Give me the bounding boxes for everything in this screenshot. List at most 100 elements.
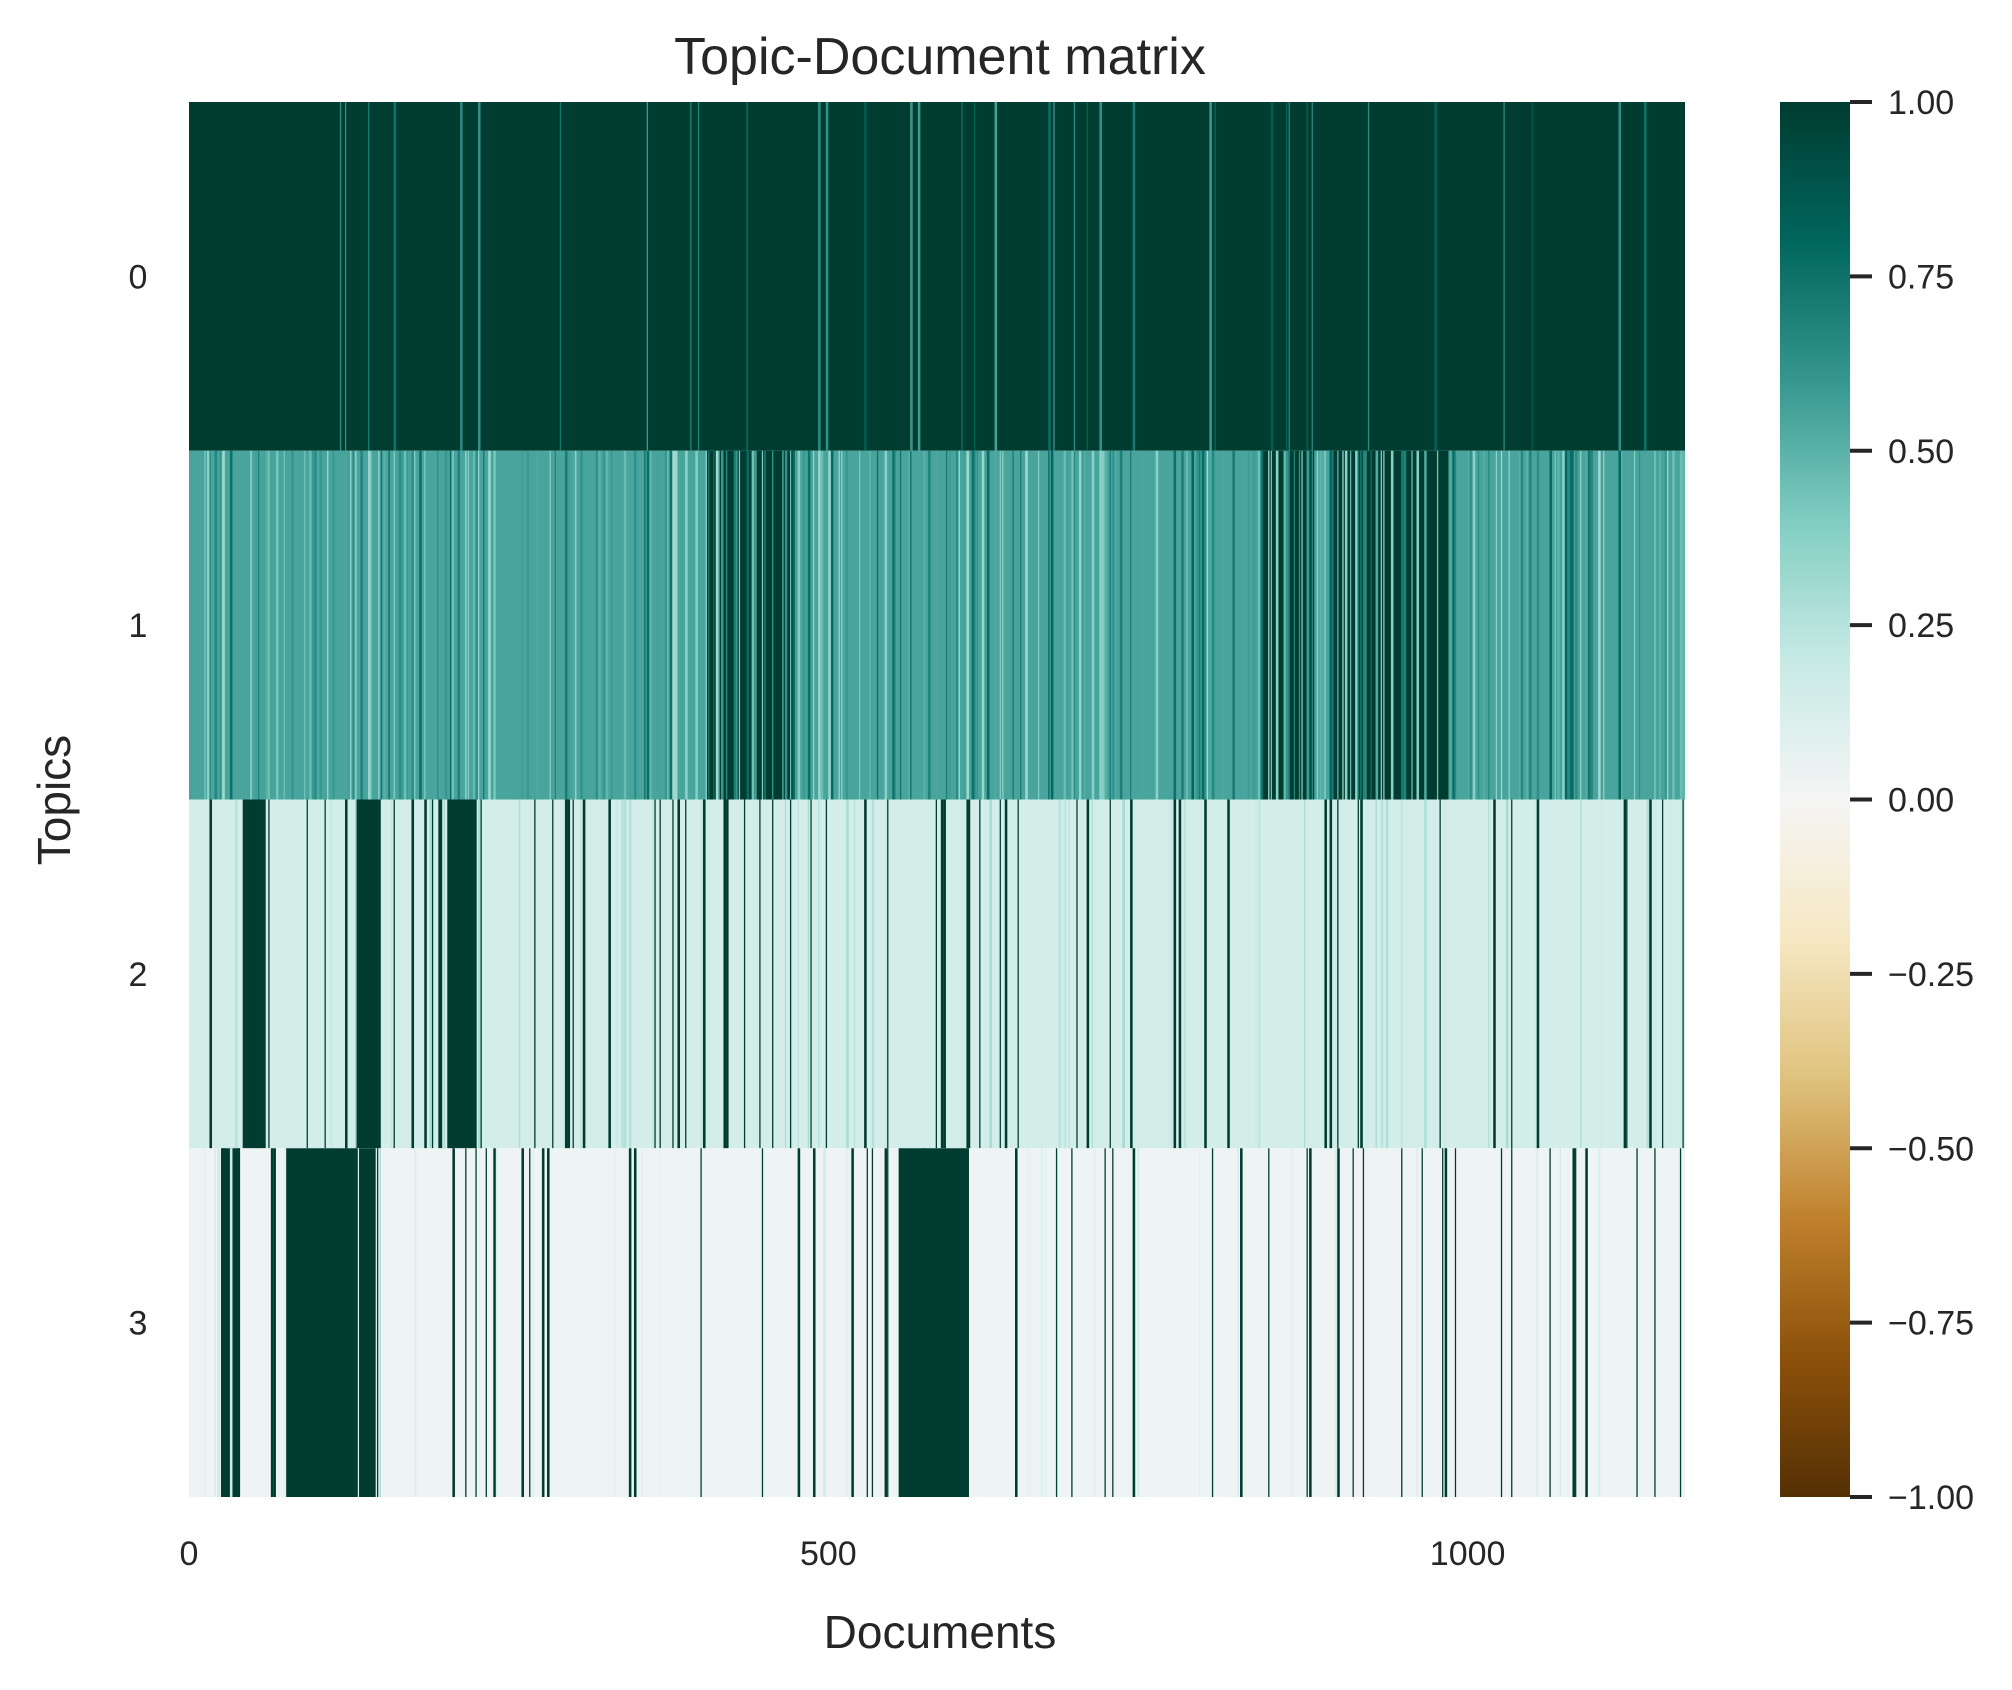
heatmap-stripe bbox=[275, 450, 279, 800]
heatmap-stripe bbox=[1306, 102, 1308, 451]
heatmap-stripe bbox=[644, 450, 646, 800]
heatmap-stripe bbox=[472, 450, 476, 800]
heatmap-stripe bbox=[784, 450, 788, 800]
heatmap-stripe bbox=[1002, 450, 1004, 800]
heatmap-stripe bbox=[521, 1148, 525, 1497]
heatmap-stripe bbox=[1472, 450, 1476, 800]
heatmap-stripe bbox=[1488, 450, 1490, 800]
heatmap-stripe bbox=[1362, 1148, 1365, 1497]
heatmap-stripe bbox=[529, 1148, 531, 1497]
heatmap-stripe bbox=[495, 1148, 498, 1497]
heatmap-stripe bbox=[240, 1148, 242, 1497]
heatmap-stripe bbox=[1534, 799, 1537, 1149]
heatmap-stripe bbox=[994, 450, 996, 800]
heatmap-stripe bbox=[214, 450, 218, 800]
heatmap-stripe bbox=[493, 450, 496, 800]
heatmap-stripe bbox=[368, 102, 370, 451]
heatmap-stripe bbox=[1237, 1148, 1239, 1497]
heatmap-stripe bbox=[1436, 450, 1439, 800]
heatmap-stripe bbox=[1017, 799, 1019, 1149]
heatmap-stripe bbox=[715, 450, 719, 800]
heatmap-stripe bbox=[598, 450, 601, 800]
heatmap-stripe bbox=[754, 450, 757, 800]
heatmap-stripe bbox=[1385, 799, 1389, 1149]
heatmap-stripe bbox=[989, 799, 992, 1149]
heatmap-stripe bbox=[1114, 450, 1117, 800]
colorbar-tick-label: −0.50 bbox=[1888, 1130, 1974, 1168]
heatmap-stripe bbox=[1467, 450, 1469, 800]
heatmap-stripe bbox=[782, 450, 784, 800]
heatmap-stripe bbox=[580, 799, 583, 1149]
heatmap-stripe bbox=[1058, 799, 1062, 1149]
heatmap-stripe bbox=[1063, 450, 1067, 800]
heatmap-stripe bbox=[853, 799, 856, 1149]
heatmap-stripe bbox=[1201, 450, 1205, 800]
heatmap-stripe bbox=[309, 450, 312, 800]
heatmap-stripe bbox=[1536, 1148, 1538, 1497]
heatmap-stripe bbox=[1071, 450, 1074, 800]
heatmap-stripe bbox=[623, 799, 627, 1149]
heatmap-stripe bbox=[1375, 450, 1379, 800]
heatmap-stripe bbox=[339, 102, 342, 451]
heatmap-stripe bbox=[1587, 450, 1591, 800]
heatmap-stripe bbox=[442, 799, 445, 1149]
heatmap-stripe bbox=[1073, 102, 1076, 451]
heatmap-stripe bbox=[820, 450, 824, 800]
heatmap-stripe bbox=[605, 450, 609, 800]
heatmap-stripe bbox=[761, 450, 764, 800]
heatmap-stripe bbox=[595, 450, 599, 800]
heatmap-stripe bbox=[1380, 799, 1384, 1149]
y-tick-labels: 0 1 2 3 bbox=[129, 258, 148, 1342]
heatmap-stripe bbox=[892, 450, 895, 800]
heatmap-stripe bbox=[1048, 450, 1050, 800]
heatmap-stripe bbox=[859, 450, 861, 800]
y-axis-label: Topics bbox=[28, 735, 80, 865]
heatmap-stripe bbox=[1252, 450, 1256, 800]
heatmap-stripe bbox=[1667, 450, 1669, 800]
heatmap-stripe bbox=[1298, 450, 1301, 800]
heatmap-stripe bbox=[646, 450, 650, 800]
heatmap-stripe bbox=[1562, 450, 1565, 800]
heatmap-stripe bbox=[488, 450, 491, 800]
heatmap-stripe bbox=[1575, 1148, 1577, 1497]
heatmap-stripe bbox=[851, 1148, 854, 1497]
heatmap-stripe bbox=[1332, 450, 1334, 800]
heatmap-stripe bbox=[1191, 450, 1195, 800]
heatmap-stripe bbox=[746, 102, 748, 451]
heatmap-stripe bbox=[628, 799, 632, 1149]
heatmap-stripe bbox=[1311, 102, 1313, 451]
heatmap-stripe bbox=[355, 450, 357, 800]
heatmap-stripe bbox=[1173, 450, 1177, 800]
heatmap-stripe bbox=[1569, 450, 1573, 800]
heatmap-stripe bbox=[1649, 799, 1652, 1149]
heatmap-stripe bbox=[1421, 1148, 1423, 1497]
heatmap-stripe bbox=[1183, 799, 1187, 1149]
heatmap-stripe bbox=[1063, 799, 1067, 1149]
heatmap-row-topic-0 bbox=[189, 102, 1685, 451]
heatmap-stripe bbox=[1306, 450, 1310, 800]
heatmap-stripe bbox=[759, 799, 761, 1149]
heatmap-stripe bbox=[1324, 799, 1327, 1149]
heatmap-stripe bbox=[907, 450, 911, 800]
heatmap-stripe bbox=[1654, 799, 1656, 1149]
heatmap-stripe bbox=[449, 450, 452, 800]
heatmap-stripe bbox=[646, 1148, 650, 1497]
heatmap-row-topic-1 bbox=[189, 450, 1685, 800]
heatmap-stripe bbox=[1214, 102, 1216, 451]
heatmap-stripe bbox=[511, 1148, 514, 1497]
heatmap-stripe bbox=[393, 450, 395, 800]
heatmap-stripe bbox=[818, 102, 821, 451]
heatmap-stripe bbox=[209, 799, 213, 1149]
heatmap-stripe bbox=[344, 102, 347, 451]
heatmap-stripe bbox=[940, 799, 944, 1149]
heatmap-stripe bbox=[332, 450, 335, 800]
heatmap-stripe bbox=[452, 450, 454, 800]
y-tick-label: 3 bbox=[129, 1305, 148, 1343]
heatmap-stripe bbox=[733, 450, 737, 800]
heatmap-stripe bbox=[1301, 450, 1303, 800]
heatmap-stripe bbox=[1367, 102, 1370, 451]
heatmap-stripe bbox=[802, 450, 806, 800]
heatmap-stripe bbox=[1454, 450, 1457, 800]
heatmap-stripe bbox=[884, 450, 888, 800]
heatmap-dense-segment bbox=[355, 799, 381, 1149]
